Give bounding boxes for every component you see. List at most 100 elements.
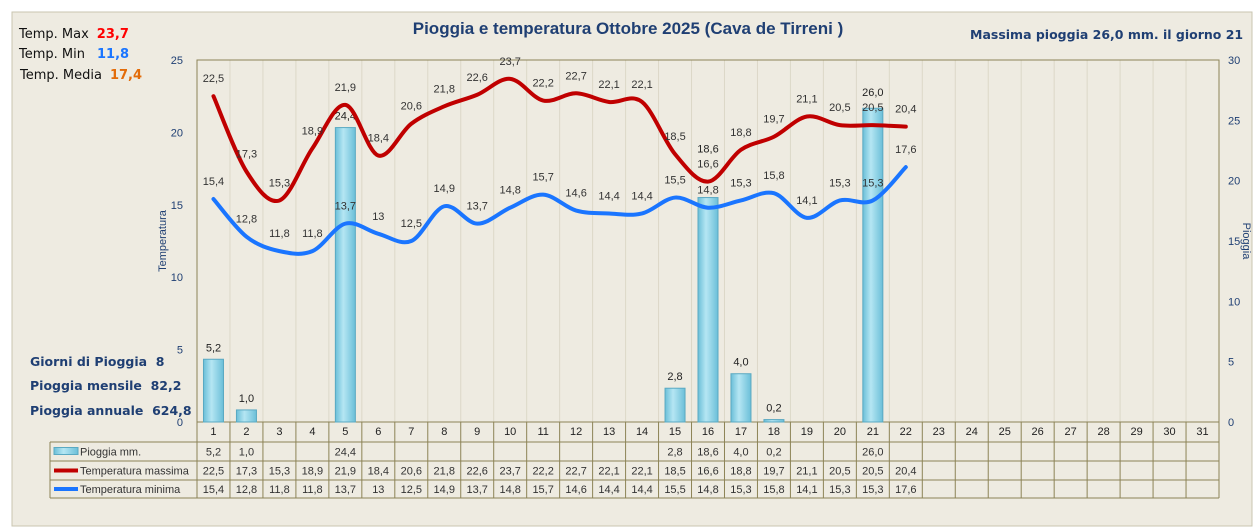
table-cell: 18,5 [664,466,685,478]
table-cell: 12,8 [236,484,257,496]
table-cell: 12,5 [401,484,422,496]
day-label: 2 [243,426,249,438]
table-cell: 17,3 [236,466,257,478]
day-label: 12 [570,426,582,438]
table-cell: 14,4 [598,484,619,496]
day-label: 8 [441,426,447,438]
tmin-data-label: 14,9 [434,183,455,195]
tmax-label: Temp. Max [19,27,89,42]
rain-days-value: 8 [155,354,165,369]
tmin-data-label: 15,3 [730,177,751,189]
table-cell: 11,8 [302,484,323,496]
day-label: 13 [603,426,615,438]
annual-rain-label: Pioggia annuale [30,403,144,418]
day-label: 9 [474,426,480,438]
table-cell: 14,9 [434,484,455,496]
day-label: 16 [702,426,714,438]
day-label: 17 [735,426,747,438]
monthly-rain-value: 82,2 [150,378,182,393]
rain-bar [697,197,719,423]
day-label: 19 [801,426,813,438]
y-right-axis-title: Pioggia [1240,223,1252,261]
tmin-data-label: 17,6 [895,144,916,156]
tmin-data-label: 11,8 [269,228,290,240]
tmax-data-label: 22,2 [532,78,553,90]
table-cell: 24,4 [335,447,356,459]
day-label: 14 [636,426,648,438]
tmax-data-label: 22,1 [598,79,619,91]
legend-label: Temperatura massima [80,466,190,478]
tmax-data-label: 20,5 [862,102,883,114]
tmin-data-label: 13,7 [335,201,356,213]
rain-bar-label: 4,0 [733,357,748,369]
table-cell: 13,7 [335,484,356,496]
tmin-data-label: 14,4 [598,190,619,202]
tmax-data-label: 23,7 [499,56,520,68]
tmin-data-label: 14,8 [697,185,718,197]
tmed-summary: Temp. Media 17,4 [20,68,142,83]
rain-days: Giorni di Pioggia 8 [30,354,165,369]
monthly-rain: Pioggia mensile 82,2 [30,378,181,393]
rain-bar-label: 5,2 [206,342,221,354]
day-label: 10 [504,426,516,438]
table-cell: 2,8 [667,447,682,459]
y-tick-label: 25 [171,55,183,67]
day-label: 29 [1130,426,1142,438]
day-label: 6 [375,426,381,438]
table-cell: 0,2 [766,447,781,459]
tmin-data-label: 15,3 [829,177,850,189]
rain-bar [334,127,356,423]
table-cell: 14,6 [565,484,586,496]
tmax-line [211,76,908,204]
table-cell: 18,6 [697,447,718,459]
tmax-data-label: 17,3 [236,148,257,160]
tmax-data-label: 18,8 [730,127,751,139]
legend-label: Temperatura minima [80,484,181,496]
rain-bar-label: 24,4 [335,111,356,123]
day-label: 20 [834,426,846,438]
table-cell: 21,9 [335,466,356,478]
table-cell: 15,3 [862,484,883,496]
tmin-data-label: 11,8 [302,228,323,240]
tmax-data-label: 20,4 [895,104,916,116]
chart-title: Pioggia e temperatura Ottobre 2025 (Cava… [413,19,844,38]
tmin-data-label: 12,8 [236,214,257,226]
day-label: 15 [669,426,681,438]
table-cell: 14,8 [697,484,718,496]
y-right-tick-label: 0 [1228,417,1234,429]
day-label: 24 [966,426,978,438]
table-cell: 21,1 [796,466,817,478]
tmed-value: 17,4 [109,68,143,83]
table-cell: 15,4 [203,484,224,496]
y-right-tick-label: 5 [1228,357,1234,369]
table-cell: 14,1 [796,484,817,496]
y-tick-label: 10 [171,272,183,284]
tmax-data-label: 21,8 [434,83,455,95]
table-cell: 1,0 [239,447,254,459]
day-label: 27 [1065,426,1077,438]
y-right-tick-label: 25 [1228,115,1240,127]
table-cell: 20,4 [895,466,916,478]
y-tick-label: 0 [177,417,183,429]
table-cell: 18,4 [368,466,389,478]
legend-rain-key [53,447,79,455]
rain-bar-label: 18,6 [697,144,718,156]
table-cell: 4,0 [733,447,748,459]
day-label: 21 [867,426,879,438]
table-cell: 15,3 [730,484,751,496]
y-right-tick-label: 10 [1228,296,1240,308]
day-label: 5 [342,426,348,438]
max-rain-note: Massima pioggia 26,0 mm. il giorno 21 [970,27,1244,42]
tmax-data-label: 22,7 [565,70,586,82]
tmax-summary: Temp. Max 23,7 [19,27,129,42]
table-cell: 23,7 [499,466,520,478]
rain-bar [235,409,257,423]
y-tick-label: 20 [171,127,183,139]
rain-bar [202,358,224,423]
day-label: 26 [1032,426,1044,438]
tmin-data-label: 15,8 [763,170,784,182]
tmax-data-label: 19,7 [763,114,784,126]
monthly-rain-label: Pioggia mensile [30,378,142,393]
table-cell: 15,5 [664,484,685,496]
